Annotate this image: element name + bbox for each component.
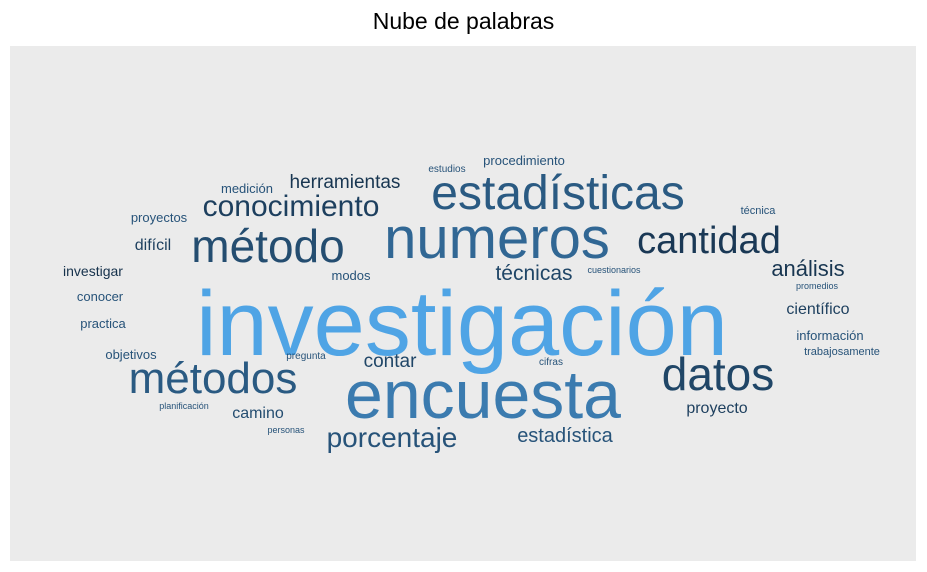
word-estadística: estadística — [517, 425, 613, 447]
word-medición: medición — [221, 181, 273, 196]
word-técnicas: técnicas — [495, 262, 572, 285]
word-análisis: análisis — [771, 256, 844, 281]
word-cantidad: cantidad — [637, 220, 781, 262]
word-técnica: técnica — [741, 205, 777, 217]
word-promedios: promedios — [796, 281, 839, 291]
word-objetivos: objetivos — [105, 347, 157, 362]
word-conocimiento: conocimiento — [203, 190, 380, 223]
word-porcentaje: porcentaje — [327, 422, 458, 453]
word-métodos: métodos — [129, 354, 298, 403]
word-modos: modos — [331, 268, 371, 283]
word-estadísticas: estadísticas — [431, 167, 684, 220]
word-procedimiento: procedimiento — [483, 153, 565, 168]
word-proyectos: proyectos — [131, 210, 188, 225]
word-investigación: investigación — [196, 273, 728, 375]
word-personas: personas — [267, 425, 305, 435]
word-difícil: difícil — [135, 237, 171, 254]
word-encuesta: encuesta — [345, 357, 621, 433]
word-cuestionarios: cuestionarios — [587, 265, 641, 275]
word-estudios: estudios — [428, 164, 465, 175]
word-conocer: conocer — [77, 289, 124, 304]
word-científico: científico — [786, 301, 849, 318]
word-herramientas: herramientas — [290, 172, 401, 193]
word-planificación: planificación — [159, 401, 209, 411]
plot-panel — [10, 46, 916, 561]
word-trabajosamente: trabajosamente — [804, 346, 880, 358]
word-datos: datos — [662, 348, 775, 400]
word-contar: contar — [364, 351, 417, 372]
word-practica: practica — [80, 316, 126, 331]
word-cifras: cifras — [539, 357, 563, 368]
word-camino: camino — [232, 405, 284, 422]
word-proyecto: proyecto — [686, 400, 747, 417]
word-método: método — [191, 220, 344, 272]
word-información: información — [796, 328, 863, 343]
chart-title: Nube de palabras — [372, 8, 555, 34]
word-numeros: numeros — [384, 206, 610, 271]
word-investigar: investigar — [63, 263, 123, 279]
word-pregunta: pregunta — [286, 351, 326, 362]
